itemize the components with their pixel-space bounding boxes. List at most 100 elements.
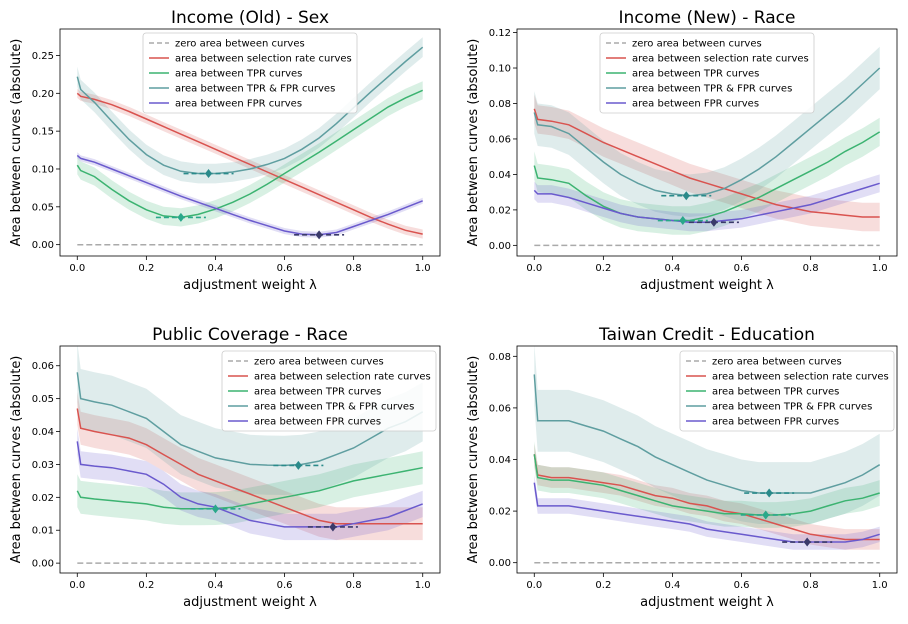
y-tick-label: 0.00 xyxy=(32,240,54,251)
panel-income-new-race: Income (New) - Race 0.0 0.2 0.4 0.6 0.8 1.0 0.0… xyxy=(466,8,898,293)
x-tick-label: 0.4 xyxy=(208,580,224,591)
x-tick-label: 0.2 xyxy=(138,263,154,274)
y-tick-label: 0.20 xyxy=(32,89,54,100)
legend-label: area between TPR & FPR curves xyxy=(712,402,872,413)
series-line-4 xyxy=(76,154,423,236)
x-axis-label: adjustment weight λ xyxy=(640,595,774,610)
y-tick-label: 0.06 xyxy=(32,361,54,372)
legend-label: area between TPR curves xyxy=(712,387,839,398)
optimum-marker xyxy=(205,169,213,179)
x-tick-label: 0.0 xyxy=(526,580,542,591)
legend-label: area between FPR curves xyxy=(712,417,839,428)
y-tick-label: 0.00 xyxy=(489,241,511,252)
x-tick-label: 0.8 xyxy=(346,580,362,591)
y-tick-label: 0.04 xyxy=(489,170,511,181)
y-tick-label: 0.03 xyxy=(32,460,54,471)
chart-title: Income (Old) - Sex xyxy=(171,8,329,28)
series-band-1 xyxy=(534,444,880,550)
optimum-marker xyxy=(710,217,718,227)
optimum-marker xyxy=(762,510,770,520)
y-tick-label: 0.06 xyxy=(489,134,511,145)
legend-label: area between TPR & FPR curves xyxy=(254,402,414,413)
y-tick-label: 0.12 xyxy=(489,28,511,39)
axes-frame xyxy=(59,345,441,574)
series-band-1 xyxy=(77,392,423,541)
series-line-4 xyxy=(533,482,880,543)
series-line-1 xyxy=(533,454,880,541)
x-tick-label: 0.2 xyxy=(595,580,611,591)
x-tick-label: 0.4 xyxy=(665,263,681,274)
x-tick-label: 0.6 xyxy=(277,580,293,591)
series-line-3 xyxy=(533,374,881,494)
legend: zero area between curves area between sel… xyxy=(679,350,895,432)
y-tick-label: 0.04 xyxy=(32,427,54,438)
x-tick-label: 1.0 xyxy=(872,580,888,591)
y-tick-label: 0.10 xyxy=(32,164,54,175)
series-line-1 xyxy=(76,92,423,235)
optimum-marker xyxy=(177,212,185,222)
x-tick-label: 0.6 xyxy=(734,580,750,591)
legend-label: area between selection rate curves xyxy=(632,54,809,65)
series-line-3 xyxy=(76,46,424,175)
chart-title: Income (New) - Race xyxy=(619,8,796,28)
series-line-1 xyxy=(533,108,880,218)
legend-label: area between TPR curves xyxy=(254,387,381,398)
optimum-marker xyxy=(315,230,323,240)
y-tick-label: 0.02 xyxy=(489,205,511,216)
legend-label: area between selection rate curves xyxy=(712,372,889,383)
x-tick-label: 1.0 xyxy=(415,580,431,591)
legend-label: area between TPR curves xyxy=(632,69,759,80)
legend-label: area between FPR curves xyxy=(175,99,302,110)
y-tick-label: 0.02 xyxy=(489,507,511,518)
optimum-marker xyxy=(765,488,773,498)
series-line-2 xyxy=(533,131,881,222)
legend-label: area between selection rate curves xyxy=(175,54,352,65)
plot-area xyxy=(533,46,881,247)
legend-box xyxy=(679,350,895,432)
legend-label: area between TPR & FPR curves xyxy=(175,84,335,95)
y-tick-label: 0.05 xyxy=(32,394,54,405)
x-tick-label: 1.0 xyxy=(872,263,888,274)
legend-label: area between selection rate curves xyxy=(254,372,431,383)
x-tick-label: 0.8 xyxy=(346,263,362,274)
legend-box xyxy=(221,350,437,432)
axes-frame xyxy=(516,28,898,257)
legend-label: area between FPR curves xyxy=(632,99,759,110)
series-line-4 xyxy=(76,441,423,528)
optimum-marker xyxy=(329,522,337,532)
series-band-2 xyxy=(534,441,880,528)
series-band-1 xyxy=(534,94,880,232)
series-band-2 xyxy=(77,81,423,227)
y-tick-label: 0.08 xyxy=(489,352,511,363)
legend-label: area between TPR & FPR curves xyxy=(632,84,792,95)
legend-label: area between TPR curves xyxy=(175,69,302,80)
y-tick-label: 0.04 xyxy=(489,455,511,466)
x-axis-label: adjustment weight λ xyxy=(183,278,317,293)
legend-box xyxy=(599,32,815,114)
legend-label: area between FPR curves xyxy=(254,417,381,428)
optimum-marker xyxy=(803,537,811,547)
y-tick-label: 0.00 xyxy=(32,559,54,570)
legend: zero area between curves area between sel… xyxy=(221,350,437,432)
x-tick-label: 0.6 xyxy=(277,263,293,274)
series-line-2 xyxy=(76,466,423,510)
x-tick-label: 0.0 xyxy=(69,263,85,274)
x-tick-label: 0.8 xyxy=(803,580,819,591)
series-band-3 xyxy=(534,346,880,524)
series-line-2 xyxy=(76,89,424,219)
x-axis-label: adjustment weight λ xyxy=(640,278,774,293)
y-axis-label: Area between curves (absolute) xyxy=(9,356,24,564)
x-tick-label: 0.2 xyxy=(138,580,154,591)
legend-label: zero area between curves xyxy=(632,39,762,50)
plot-area xyxy=(533,346,881,564)
x-tick-label: 0.8 xyxy=(803,263,819,274)
legend-label: zero area between curves xyxy=(254,357,384,368)
series-line-1 xyxy=(76,408,423,525)
x-tick-label: 0.4 xyxy=(665,580,681,591)
series-band-4 xyxy=(77,428,423,541)
x-tick-label: 0.4 xyxy=(208,263,224,274)
y-tick-label: 0.01 xyxy=(32,526,54,537)
series-line-2 xyxy=(533,454,880,516)
y-axis-label: Area between curves (absolute) xyxy=(466,39,481,247)
y-axis-label: Area between curves (absolute) xyxy=(466,356,481,564)
